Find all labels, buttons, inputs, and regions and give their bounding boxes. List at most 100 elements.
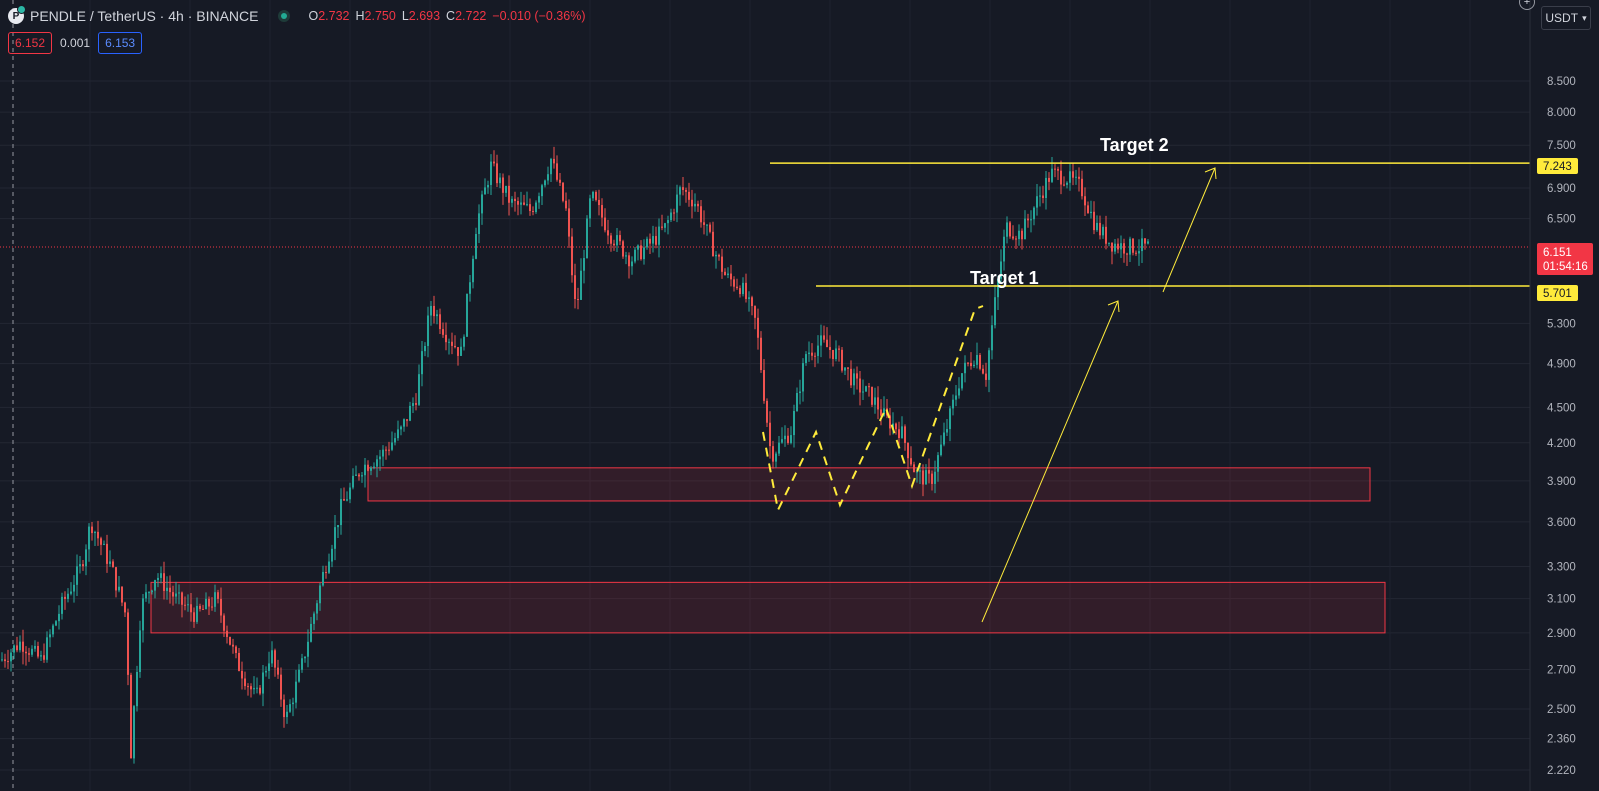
candle-body [328, 561, 330, 573]
candle-body [430, 305, 432, 316]
candle-body [595, 191, 597, 200]
support-zone-lower[interactable] [150, 581, 1386, 634]
current-price-label: 6.151 [1543, 247, 1572, 259]
candle-body [607, 230, 609, 236]
price-tick-label: 2.220 [1547, 765, 1576, 777]
candle-body [634, 249, 636, 262]
candle-body [124, 602, 126, 613]
price-tick-label: 8.000 [1547, 107, 1576, 119]
candle-body [151, 590, 153, 593]
target-2-annotation[interactable]: Target 2 [1100, 135, 1169, 155]
candle-body [313, 613, 315, 624]
candle-body [439, 314, 441, 330]
buy-button[interactable]: 6.153 [98, 32, 143, 54]
candle-body [352, 475, 354, 488]
candle-body [385, 449, 387, 451]
candle-body [1144, 238, 1146, 244]
price-tick-label: 8.500 [1547, 76, 1576, 88]
candle-body [835, 348, 837, 359]
candle-body [1039, 195, 1041, 197]
candle-body [688, 191, 690, 200]
candle-body [166, 587, 168, 591]
candle-body [1021, 230, 1023, 240]
candle-body [406, 419, 408, 421]
candle-body [715, 254, 717, 257]
candle-body [793, 411, 795, 436]
candle-body [745, 282, 747, 299]
candle-body [916, 471, 918, 473]
candle-body [181, 592, 183, 605]
price-axis[interactable]: 8.500 8.000 7.500 6.900 6.500 5.300 4.900 4.500… [1529, 0, 1576, 791]
candle-body [724, 271, 726, 276]
candle-body [1048, 177, 1050, 182]
candle-body [322, 572, 324, 586]
candle-body [925, 470, 927, 485]
candle-body [940, 444, 942, 456]
price-tick-label: 7.500 [1547, 140, 1576, 152]
candle-body [781, 439, 783, 443]
candle-body [211, 606, 213, 608]
zigzag-pattern-drawing[interactable] [762, 305, 984, 514]
sell-button[interactable]: 6.152 [8, 32, 53, 54]
candle-body [1126, 253, 1128, 255]
price-tick-label: 3.600 [1547, 517, 1576, 529]
candle-body [340, 499, 342, 526]
candle-body [880, 409, 882, 416]
candle-body [556, 163, 558, 180]
candle-body [619, 235, 621, 242]
candle-body [487, 184, 489, 188]
support-zone-upper[interactable] [367, 467, 1371, 502]
candle-body [448, 341, 450, 343]
candle-body [88, 526, 90, 550]
candle-body [34, 645, 36, 649]
candle-body [1129, 238, 1131, 255]
candle-body [655, 236, 657, 245]
candle-body [349, 487, 351, 500]
candle-body [85, 549, 87, 567]
candle-body [565, 200, 567, 209]
candle-body [775, 453, 777, 462]
currency-select[interactable]: USDT ▾ [1541, 6, 1591, 30]
candle-body [754, 306, 756, 318]
candle-body [1018, 230, 1020, 240]
arrow-to-target-2[interactable] [1162, 167, 1216, 293]
candle-body [118, 586, 120, 591]
candle-body [1114, 243, 1116, 252]
projection-arrows[interactable] [981, 167, 1217, 623]
arrow-head-target-2 [1204, 167, 1217, 180]
candle-body [307, 641, 309, 657]
candle-body [646, 238, 648, 248]
spread-value: 0.001 [60, 36, 91, 50]
candle-body [19, 641, 21, 651]
candle-body [499, 177, 501, 184]
symbol-title[interactable]: PENDLE / TetherUS · 4h · BINANCE [30, 8, 259, 24]
candle-body [1042, 195, 1044, 199]
price-tick-label: 4.500 [1547, 402, 1576, 414]
candle-body [994, 297, 996, 326]
arrow-to-target-1[interactable] [981, 300, 1119, 623]
candle-body [601, 205, 603, 218]
candle-body [763, 370, 765, 401]
candle-body [442, 329, 444, 335]
candle-body [235, 646, 237, 653]
candle-body [721, 256, 723, 272]
candle-body [343, 499, 345, 501]
candle-body [742, 282, 744, 295]
candle-body [1027, 218, 1029, 221]
candle-body [502, 177, 504, 193]
candle-body [946, 429, 948, 433]
close-value: 2.722 [455, 9, 487, 23]
candle-body [928, 470, 930, 474]
candle-body [1087, 205, 1089, 214]
candle-body [1093, 211, 1095, 231]
market-status-icon[interactable] [278, 10, 291, 22]
candle-body [1081, 178, 1083, 197]
candle-body [193, 612, 195, 622]
candle-body [649, 238, 651, 244]
candle-body [415, 403, 417, 405]
candle-body [274, 650, 276, 668]
candle-body [262, 672, 264, 694]
target-1-annotation[interactable]: Target 1 [970, 268, 1039, 288]
candle-body [382, 449, 384, 457]
